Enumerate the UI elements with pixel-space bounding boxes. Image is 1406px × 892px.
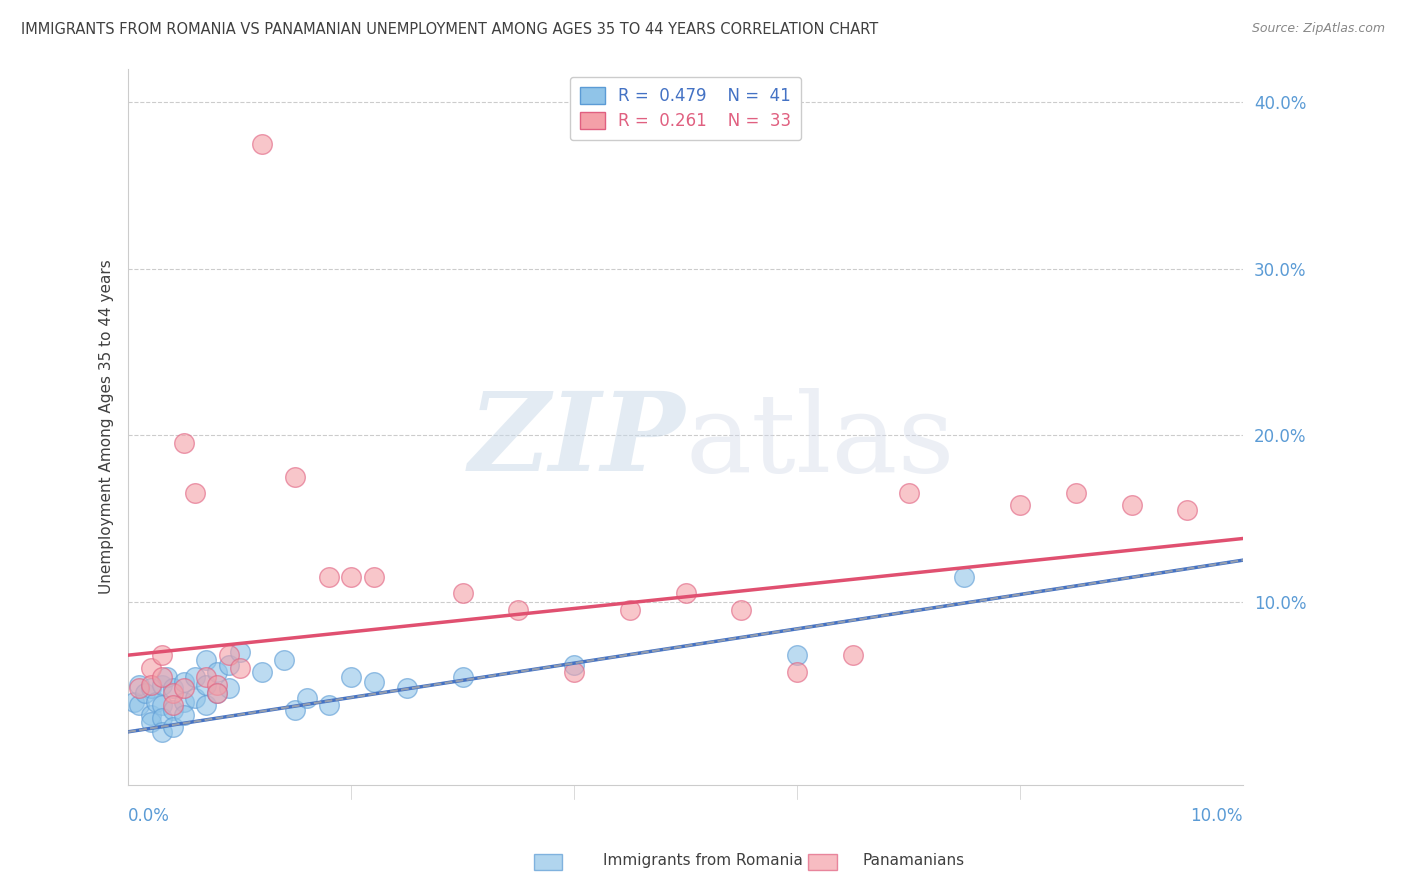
Point <box>145 695 167 709</box>
Point <box>730 603 752 617</box>
Point <box>363 570 385 584</box>
Point <box>1064 486 1087 500</box>
Point <box>139 708 162 723</box>
Point <box>451 586 474 600</box>
Point <box>786 665 808 679</box>
Point <box>128 698 150 713</box>
Point <box>139 714 162 729</box>
Point <box>139 681 162 696</box>
Point <box>184 670 207 684</box>
Point <box>619 603 641 617</box>
Point <box>273 653 295 667</box>
Point <box>128 681 150 696</box>
Point <box>207 686 229 700</box>
Point <box>139 678 162 692</box>
Point <box>184 486 207 500</box>
Point <box>786 648 808 662</box>
Point <box>207 686 229 700</box>
Text: Source: ZipAtlas.com: Source: ZipAtlas.com <box>1251 22 1385 36</box>
Text: atlas: atlas <box>686 388 955 495</box>
Text: 0.0%: 0.0% <box>128 807 170 825</box>
Text: Immigrants from Romania: Immigrants from Romania <box>603 854 803 868</box>
Point <box>150 678 173 692</box>
Point <box>207 678 229 692</box>
Point <box>284 703 307 717</box>
Point <box>395 681 418 696</box>
Point <box>363 674 385 689</box>
Point <box>173 708 195 723</box>
Point <box>318 698 340 713</box>
Y-axis label: Unemployment Among Ages 35 to 44 years: Unemployment Among Ages 35 to 44 years <box>100 260 114 594</box>
Point <box>173 681 195 696</box>
Point <box>562 665 585 679</box>
Point <box>953 570 976 584</box>
Point <box>162 698 184 713</box>
Point <box>173 674 195 689</box>
Point <box>150 698 173 713</box>
Point <box>195 670 218 684</box>
Point <box>250 665 273 679</box>
Point <box>162 703 184 717</box>
Point <box>451 670 474 684</box>
Point <box>184 691 207 706</box>
Point <box>842 648 865 662</box>
Point <box>150 648 173 662</box>
Point <box>173 436 195 450</box>
Point <box>218 658 240 673</box>
Point <box>195 653 218 667</box>
Point <box>229 645 252 659</box>
Point <box>195 678 218 692</box>
Point <box>195 698 218 713</box>
Point <box>284 470 307 484</box>
Point <box>128 678 150 692</box>
Point <box>250 136 273 151</box>
Point <box>218 681 240 696</box>
Point <box>150 670 173 684</box>
Point <box>139 661 162 675</box>
Text: Panamanians: Panamanians <box>863 854 965 868</box>
Point <box>162 681 184 696</box>
Point <box>150 711 173 725</box>
Text: 10.0%: 10.0% <box>1191 807 1243 825</box>
Point <box>134 686 156 700</box>
Point <box>150 724 173 739</box>
Point <box>1010 498 1032 512</box>
Point <box>173 695 195 709</box>
Point <box>162 720 184 734</box>
Point <box>897 486 920 500</box>
Text: ZIP: ZIP <box>470 387 686 495</box>
Point <box>229 661 252 675</box>
Point <box>340 670 363 684</box>
Point <box>675 586 697 600</box>
Point <box>1121 498 1143 512</box>
Point <box>562 658 585 673</box>
Point <box>122 695 145 709</box>
Point <box>295 691 318 706</box>
Point <box>218 648 240 662</box>
Point <box>508 603 530 617</box>
Point <box>207 665 229 679</box>
Point <box>156 670 179 684</box>
Point <box>1175 503 1198 517</box>
Text: IMMIGRANTS FROM ROMANIA VS PANAMANIAN UNEMPLOYMENT AMONG AGES 35 TO 44 YEARS COR: IMMIGRANTS FROM ROMANIA VS PANAMANIAN UN… <box>21 22 879 37</box>
Point <box>162 686 184 700</box>
Legend: R =  0.479    N =  41, R =  0.261    N =  33: R = 0.479 N = 41, R = 0.261 N = 33 <box>569 77 801 140</box>
Point <box>340 570 363 584</box>
Point <box>318 570 340 584</box>
